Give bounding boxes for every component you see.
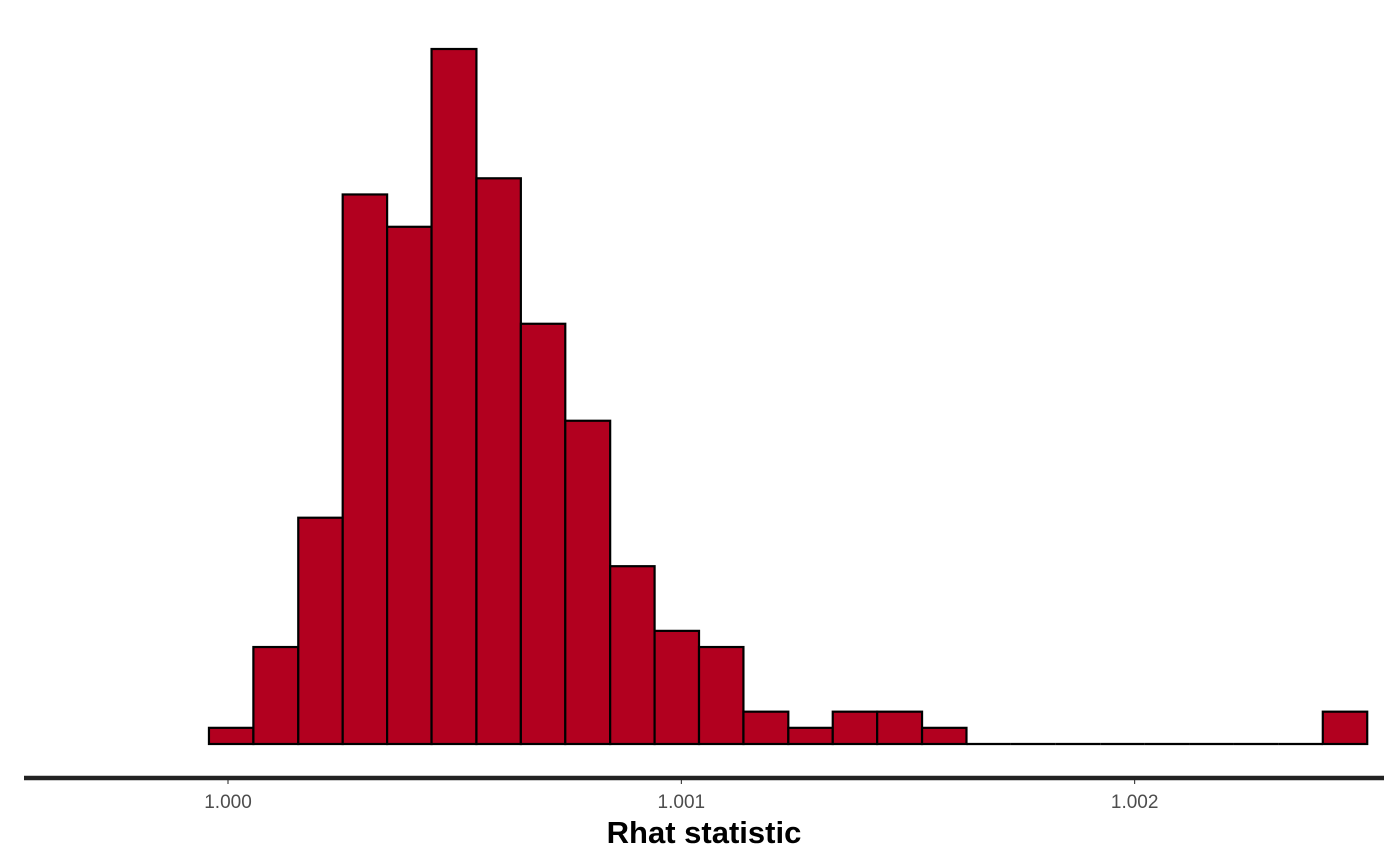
histogram-bar (831, 710, 879, 746)
histogram-bar (475, 177, 522, 746)
histogram-bar (386, 225, 433, 746)
x-axis-ticks: 1.000 1.001 1.002 (204, 780, 1158, 813)
x-tick-label: 1.000 (204, 792, 252, 813)
histogram-bar (742, 710, 790, 746)
histogram-bar (609, 565, 656, 746)
histogram-bar (297, 516, 344, 746)
histogram-bar (876, 710, 924, 746)
histogram-bar (430, 47, 478, 746)
histogram-bar (341, 193, 389, 746)
histogram-bar (519, 322, 567, 746)
histogram-bar (920, 726, 968, 746)
histogram-bar (697, 645, 745, 746)
x-axis-title: Rhat statistic (607, 815, 802, 850)
histogram-bar (1321, 710, 1369, 746)
x-tick-label: 1.002 (1111, 792, 1159, 813)
histogram-bar (564, 419, 612, 746)
histogram-bar (653, 629, 701, 746)
x-tick-label: 1.001 (658, 792, 706, 813)
histogram-bar (787, 726, 834, 746)
histogram-bar (207, 726, 255, 746)
histogram-bar (252, 645, 300, 746)
histogram-bars (207, 47, 1369, 746)
